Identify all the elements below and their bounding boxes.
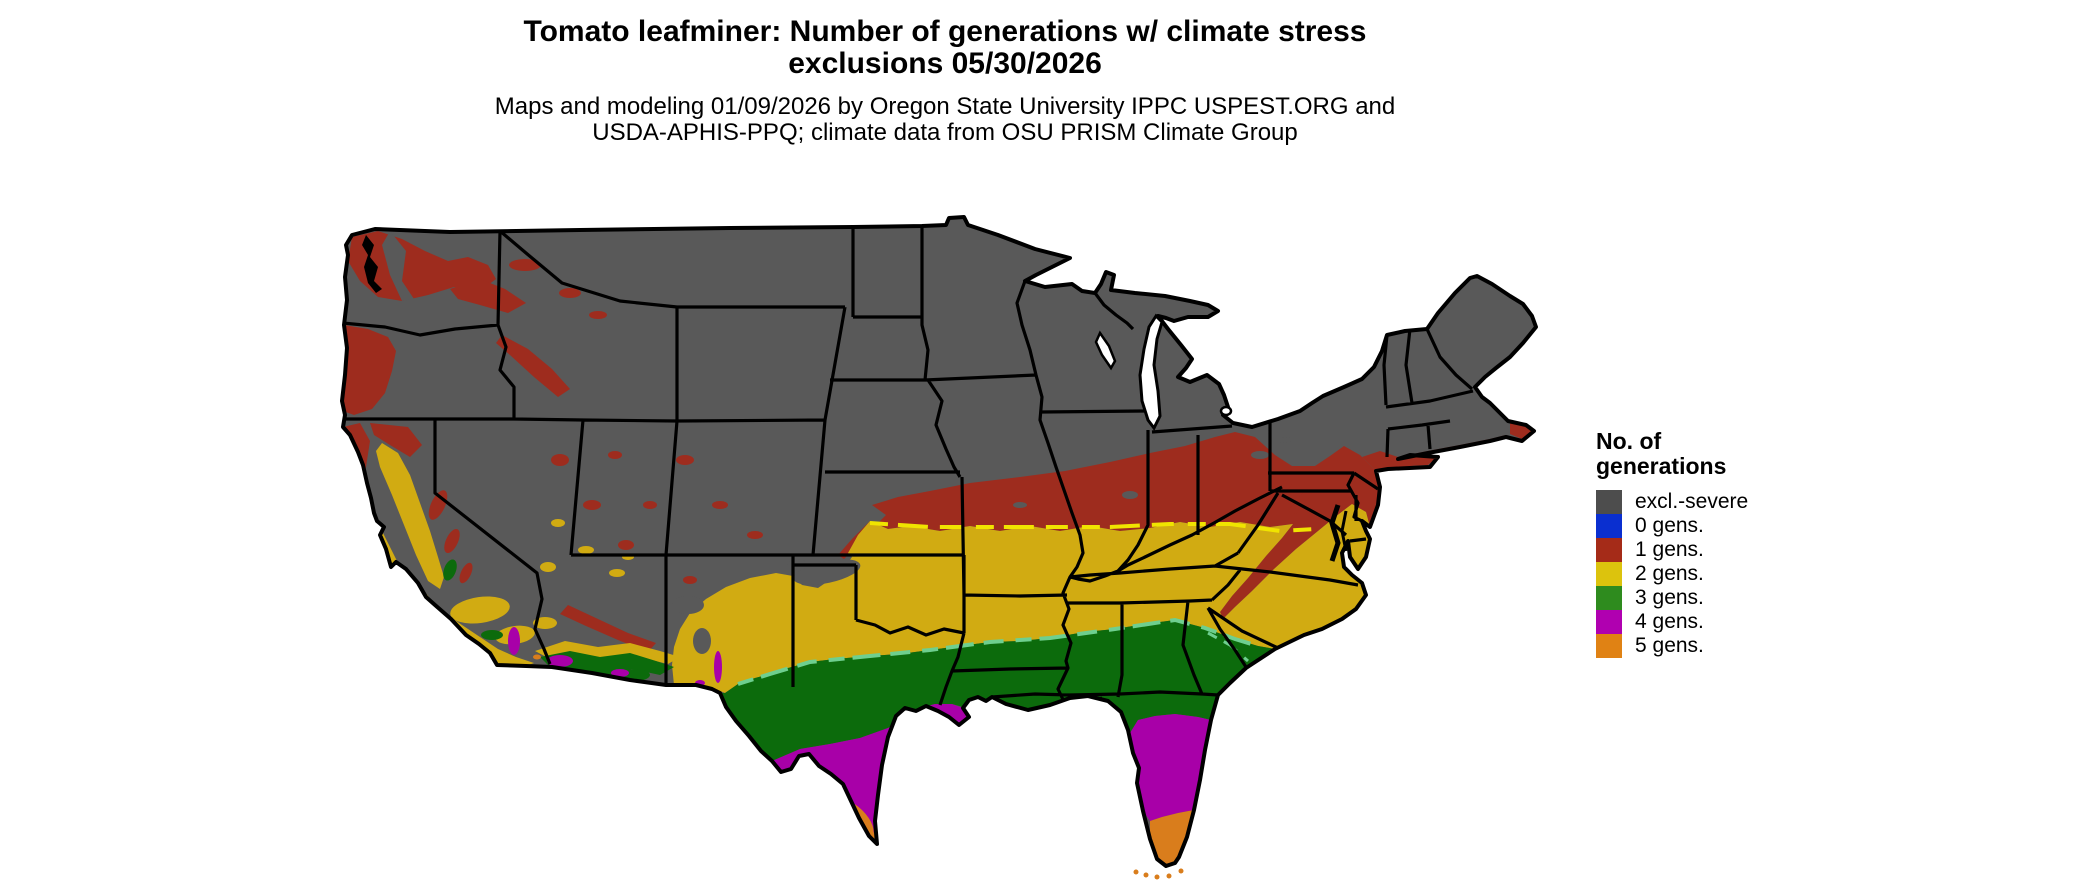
band-2-gens xyxy=(376,443,1370,746)
band-3-fringe xyxy=(737,617,1259,686)
legend-item-2-gens: 2 gens. xyxy=(1596,562,1856,586)
legend-swatch-excl-severe xyxy=(1596,490,1622,514)
chesapeake-bay xyxy=(1329,504,1341,562)
state-borders xyxy=(342,226,1474,710)
map-title-line1: Tomato leafminer: Number of generations … xyxy=(523,15,1367,48)
legend-label-3-gens: 3 gens. xyxy=(1635,586,1704,609)
lake-michigan xyxy=(1138,313,1164,431)
green-bay xyxy=(1094,330,1117,371)
legend-item-1-gens: 1 gens. xyxy=(1596,538,1856,562)
us-generations-map xyxy=(340,215,1538,880)
legend-label-5-gens: 5 gens. xyxy=(1635,634,1704,657)
legend-label-excl-severe: excl.-severe xyxy=(1635,490,1749,513)
legend-swatch-1-gens xyxy=(1596,538,1622,562)
header: Tomato leafminer: Number of generations … xyxy=(40,16,1850,146)
legend: No. of generations excl.-severe 0 gens. … xyxy=(1596,429,1856,658)
map-subtitle: Maps and modeling 01/09/2026 by Oregon S… xyxy=(40,94,1850,146)
legend-item-0-gens: 0 gens. xyxy=(1596,514,1856,538)
legend-item-3-gens: 3 gens. xyxy=(1596,586,1856,610)
legend-item-5-gens: 5 gens. xyxy=(1596,634,1856,658)
legend-title: No. of generations xyxy=(1596,429,1856,479)
map-subtitle-line1: Maps and modeling 01/09/2026 by Oregon S… xyxy=(494,93,1396,120)
legend-label-2-gens: 2 gens. xyxy=(1635,562,1704,585)
legend-swatch-4-gens xyxy=(1596,610,1622,634)
legend-items: excl.-severe 0 gens. 1 gens. 2 gens. 3 g… xyxy=(1596,490,1856,658)
legend-swatch-2-gens xyxy=(1596,562,1622,586)
map-title-line2: exclusions 05/30/2026 xyxy=(788,47,1102,80)
legend-item-excl-severe: excl.-severe xyxy=(1596,490,1856,514)
legend-label-1-gens: 1 gens. xyxy=(1635,538,1704,561)
band-4-gens xyxy=(508,627,1211,844)
legend-title-line2: generations xyxy=(1596,453,1727,479)
legend-swatch-5-gens xyxy=(1596,634,1622,658)
lake-st-clair xyxy=(1219,405,1233,417)
legend-swatch-3-gens xyxy=(1596,586,1622,610)
legend-swatch-0-gens xyxy=(1596,514,1622,538)
legend-label-4-gens: 4 gens. xyxy=(1635,610,1704,633)
legend-title-line1: No. of xyxy=(1596,428,1662,454)
florida-keys xyxy=(1133,868,1184,880)
legend-item-4-gens: 4 gens. xyxy=(1596,610,1856,634)
legend-label-0-gens: 0 gens. xyxy=(1635,514,1704,537)
map-subtitle-line2: USDA-APHIS-PPQ; climate data from OSU PR… xyxy=(592,119,1298,146)
band-2-fringe xyxy=(869,521,1316,534)
puget-sound xyxy=(362,235,382,293)
great-lakes xyxy=(1094,313,1233,431)
